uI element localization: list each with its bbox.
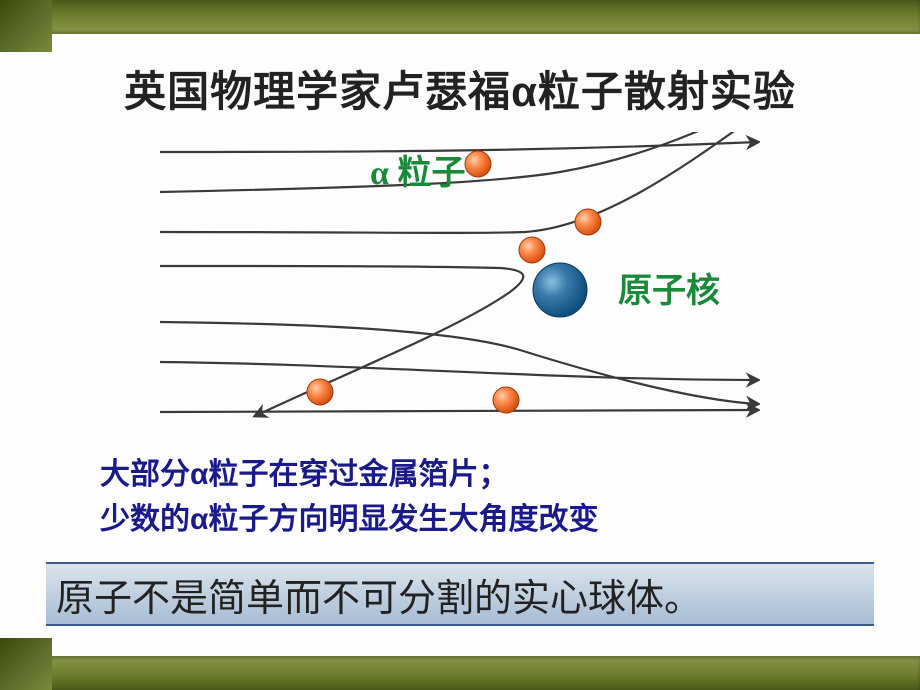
alpha-particle (465, 151, 491, 177)
alpha-particle (519, 237, 545, 263)
trajectory (160, 266, 523, 416)
trajectory (160, 362, 758, 380)
alpha-particle (575, 209, 601, 235)
body-line-2: 少数的α粒子方向明显发生大角度改变 (100, 497, 598, 542)
body-line-1: 大部分α粒子在穿过金属箔片； (100, 452, 598, 497)
body-text: 大部分α粒子在穿过金属箔片； 少数的α粒子方向明显发生大角度改变 (100, 452, 598, 542)
nucleus-circle (533, 263, 587, 317)
frame-bottom (0, 656, 920, 690)
scattering-diagram: α 粒子 原子核 (160, 132, 760, 432)
alpha-label: α 粒子 (370, 154, 465, 192)
slide-title: 英国物理学家卢瑟福α粒子散射实验 (0, 58, 920, 119)
conclusion-bar: 原子不是简单而不可分割的实心球体。 (46, 562, 874, 626)
corner-bottom-left (0, 638, 52, 690)
nucleus-label: 原子核 (618, 272, 720, 310)
alpha-particle (493, 387, 519, 413)
conclusion-text: 原子不是简单而不可分割的实心球体。 (56, 567, 702, 622)
diagram-svg: α 粒子 原子核 (160, 132, 760, 432)
trajectory (160, 410, 758, 412)
corner-top-left (0, 0, 52, 52)
alpha-particle (307, 379, 333, 405)
frame-top (0, 0, 920, 34)
